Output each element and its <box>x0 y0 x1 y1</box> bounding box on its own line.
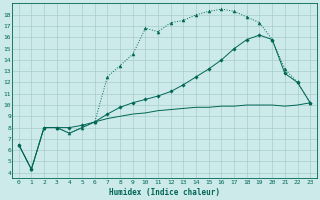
X-axis label: Humidex (Indice chaleur): Humidex (Indice chaleur) <box>109 188 220 197</box>
